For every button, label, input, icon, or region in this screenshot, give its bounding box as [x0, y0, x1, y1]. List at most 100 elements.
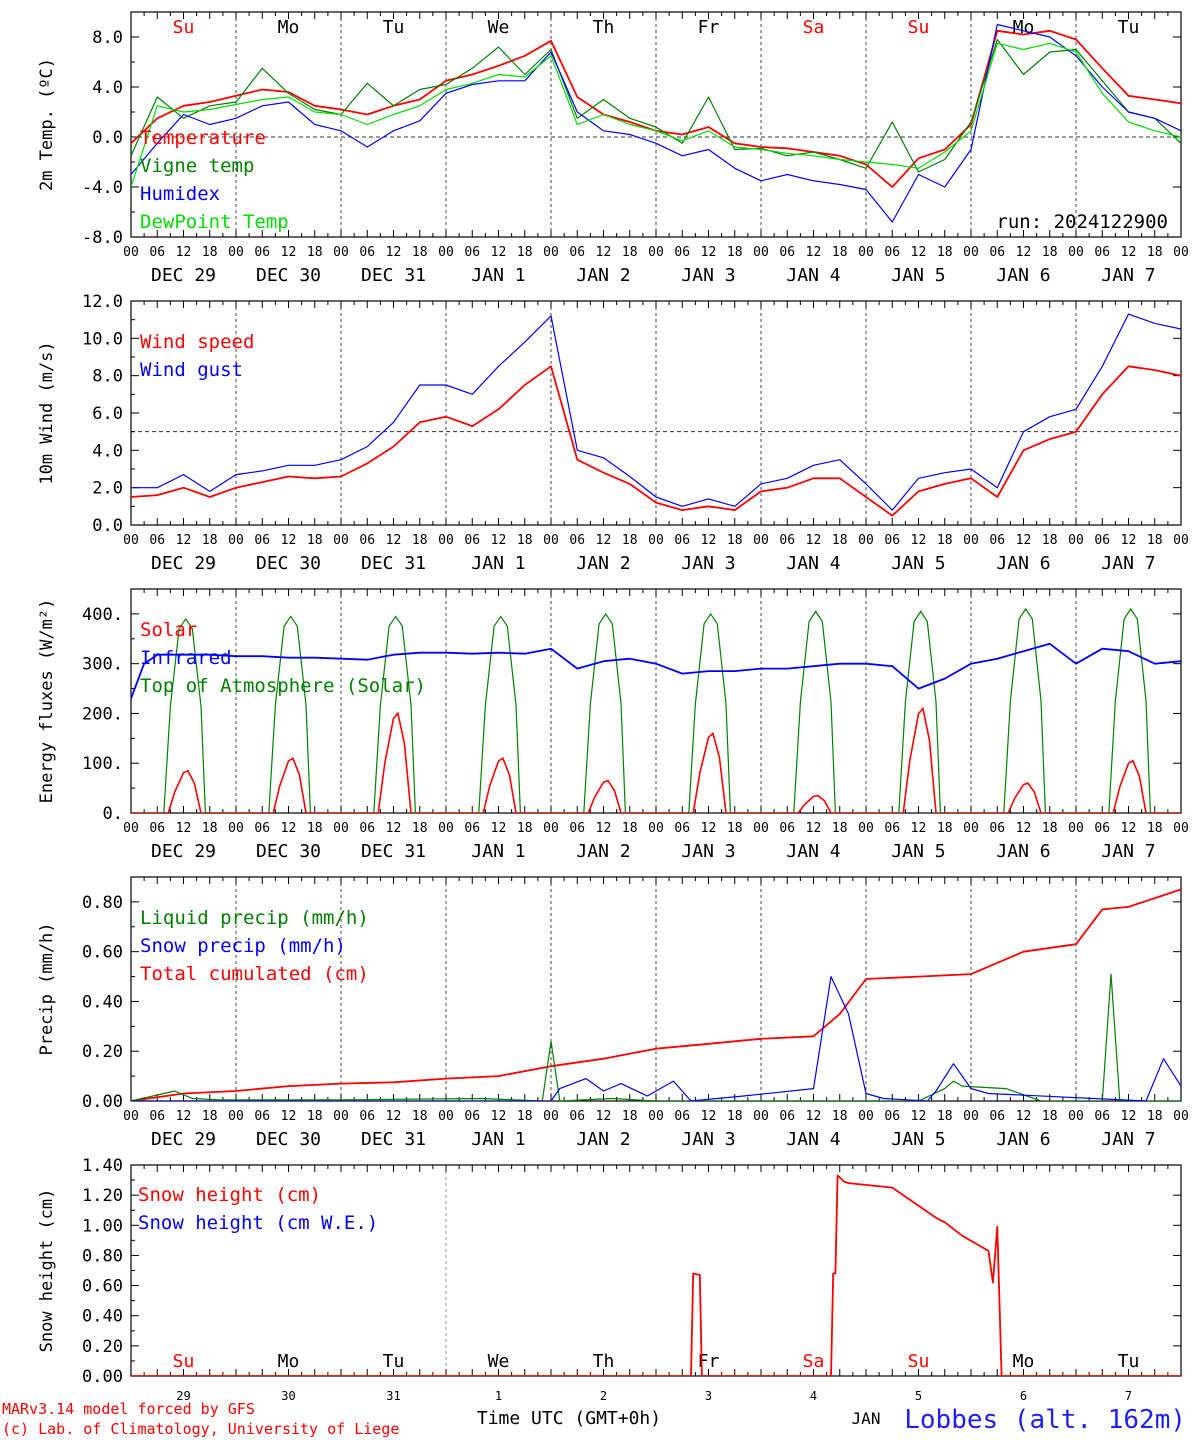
hour-tick-label: 06	[254, 821, 270, 836]
hour-tick-label: 00	[648, 245, 664, 260]
hour-tick-label: 00	[858, 533, 874, 548]
hour-tick-label: 06	[779, 533, 795, 548]
weekday-label: Fr	[698, 17, 720, 38]
weekday-label: Mo	[278, 1351, 300, 1372]
legend-entry: Total cumulated (cm)	[140, 963, 369, 985]
date-label: JAN 4	[786, 1129, 840, 1150]
y-tick-label: 0.80	[82, 893, 123, 913]
y-tick-label: 0.0	[92, 516, 123, 536]
hour-tick-label: 06	[1094, 245, 1110, 260]
hour-tick-label: 06	[149, 245, 165, 260]
series-line-total-cumulated-cm	[131, 888, 1181, 1101]
series-line-wind-gust	[131, 313, 1181, 511]
hour-tick-label: 18	[832, 821, 848, 836]
hour-tick-label: 06	[254, 245, 270, 260]
hour-tick-label: 06	[464, 821, 480, 836]
date-label: JAN 5	[891, 265, 945, 286]
y-axis-label: Precip (mm/h)	[37, 922, 57, 1055]
legend-entry: Humidex	[140, 183, 220, 205]
hour-tick-label: 18	[412, 533, 428, 548]
hour-tick-label: 12	[386, 821, 402, 836]
hour-tick-label: 00	[123, 533, 139, 548]
weekday-label: Mo	[1013, 1351, 1035, 1372]
hour-tick-label: 06	[359, 245, 375, 260]
hour-tick-label: 00	[858, 1109, 874, 1124]
hour-tick-label: 06	[149, 1109, 165, 1124]
hour-tick-label: 06	[989, 533, 1005, 548]
y-tick-label: 0.00	[82, 1367, 123, 1387]
date-label: DEC 30	[256, 1129, 321, 1150]
hour-tick-label: 00	[1068, 1109, 1084, 1124]
hour-tick-label: 18	[202, 533, 218, 548]
hour-tick-label: 12	[1016, 245, 1032, 260]
weekday-label: We	[488, 17, 510, 38]
hour-tick-label: 06	[569, 533, 585, 548]
weekday-label: Su	[173, 1351, 195, 1372]
hour-tick-label: 06	[1094, 821, 1110, 836]
y-axis-label: 10m Wind (m/s)	[37, 341, 57, 484]
date-label: JAN 2	[576, 841, 630, 862]
hour-tick-label: 06	[674, 1109, 690, 1124]
hour-tick-label: 18	[1147, 533, 1163, 548]
date-label: JAN 3	[681, 553, 735, 574]
hour-tick-label: 18	[1042, 245, 1058, 260]
hour-tick-label: 06	[1094, 533, 1110, 548]
series-line-vigne-temp	[131, 38, 1181, 173]
hour-tick-label: 18	[727, 245, 743, 260]
credit-line-1: MARv3.14 model forced by GFS	[2, 1400, 255, 1418]
hour-tick-label: 00	[123, 1109, 139, 1124]
hour-tick-label: 06	[779, 1109, 795, 1124]
y-tick-label: 2.0	[92, 479, 123, 499]
hour-tick-label: 00	[228, 533, 244, 548]
hour-tick-label: 12	[1121, 245, 1137, 260]
hour-tick-label: 12	[176, 245, 192, 260]
hour-tick-label: 18	[307, 533, 323, 548]
hour-tick-label: 18	[1042, 821, 1058, 836]
hour-tick-label: 00	[1068, 821, 1084, 836]
hour-tick-label: 00	[648, 1109, 664, 1124]
date-label: DEC 29	[151, 1129, 216, 1150]
hour-tick-label: 00	[753, 821, 769, 836]
hour-tick-label: 00	[228, 1109, 244, 1124]
date-label: JAN 3	[681, 1129, 735, 1150]
day-number-label: 6	[1020, 1389, 1027, 1403]
hour-tick-label: 18	[202, 245, 218, 260]
y-tick-label: 10.0	[82, 329, 123, 349]
hour-tick-label: 06	[1094, 1109, 1110, 1124]
day-number-label: 3	[705, 1389, 712, 1403]
hour-tick-label: 12	[491, 533, 507, 548]
hour-tick-label: 12	[911, 533, 927, 548]
hour-tick-label: 12	[701, 1109, 717, 1124]
hour-tick-label: 12	[806, 1109, 822, 1124]
legend-entry: Snow height (cm W.E.)	[138, 1212, 378, 1234]
date-label: DEC 29	[151, 553, 216, 574]
hour-tick-label: 12	[1121, 821, 1137, 836]
hour-tick-label: 12	[806, 821, 822, 836]
y-tick-label: 1.40	[82, 1156, 123, 1176]
hour-tick-label: 00	[438, 821, 454, 836]
date-label: JAN 6	[996, 553, 1050, 574]
hour-tick-label: 06	[569, 821, 585, 836]
date-label: JAN 2	[576, 1129, 630, 1150]
weekday-label: Mo	[278, 17, 300, 38]
hour-tick-label: 00	[1173, 821, 1189, 836]
hour-tick-label: 18	[307, 245, 323, 260]
hour-tick-label: 00	[123, 821, 139, 836]
hour-tick-label: 00	[963, 245, 979, 260]
series-group	[131, 607, 1181, 813]
hour-tick-label: 12	[806, 245, 822, 260]
hour-tick-label: 18	[517, 821, 533, 836]
legend-entry: Liquid precip (mm/h)	[140, 907, 369, 929]
hour-tick-label: 06	[464, 1109, 480, 1124]
date-label: JAN 6	[996, 265, 1050, 286]
hour-tick-label: 00	[648, 821, 664, 836]
weekday-label: Tu	[1118, 1351, 1140, 1372]
legend-entry: DewPoint Temp	[140, 211, 289, 233]
hour-tick-label: 12	[491, 821, 507, 836]
hour-tick-label: 18	[412, 245, 428, 260]
date-label: JAN 7	[1101, 553, 1155, 574]
hour-tick-label: 12	[596, 821, 612, 836]
hour-tick-label: 12	[701, 821, 717, 836]
series-group	[131, 23, 1181, 223]
hour-tick-label: 12	[386, 245, 402, 260]
